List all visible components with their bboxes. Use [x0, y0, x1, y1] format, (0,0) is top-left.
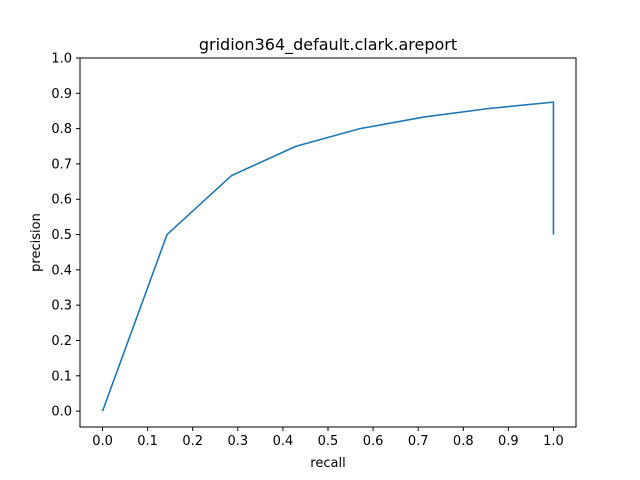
y-axis-label: precision: [29, 213, 44, 272]
x-tick-label: 0.3: [227, 434, 248, 449]
x-tick-label: 0.9: [498, 434, 519, 449]
x-tick-label: 0.1: [137, 434, 158, 449]
y-tick-label: 0.2: [51, 334, 72, 349]
x-tick-label: 0.8: [453, 434, 474, 449]
y-tick-label: 0.5: [51, 228, 72, 243]
x-tick-label: 0.2: [182, 434, 203, 449]
plot-frame: [79, 57, 577, 428]
y-tick-label: 0.1: [51, 369, 72, 384]
x-axis-ticks: 0.0 0.1 0.2 0.3 0.4 0.5 0.6 0.7 0.8 0.9 1.0: [92, 427, 564, 449]
y-tick-label: 0.8: [51, 122, 72, 137]
x-axis-label: recall: [310, 456, 345, 471]
y-tick-label: 0.0: [51, 405, 72, 420]
x-tick-label: 0.4: [273, 434, 294, 449]
x-tick-label: 1.0: [543, 434, 564, 449]
y-tick-label: 0.3: [51, 299, 72, 314]
y-tick-label: 0.7: [51, 157, 72, 172]
y-tick-label: 0.4: [51, 263, 72, 278]
precision-recall-line-0: [101, 101, 555, 412]
x-tick-label: 0.5: [318, 434, 339, 449]
series-layer: [101, 101, 555, 412]
x-tick-label: 0.7: [408, 434, 429, 449]
chart-title: gridion364_default.clark.areport: [199, 35, 457, 55]
y-tick-label: 0.6: [51, 193, 72, 208]
y-tick-label: 1.0: [51, 52, 72, 67]
x-tick-label: 0.6: [363, 434, 384, 449]
x-tick-label: 0.0: [92, 434, 113, 449]
y-axis-ticks: 0.0 0.1 0.2 0.3 0.4 0.5 0.6 0.7 0.8 0.9 1.0: [51, 52, 80, 420]
y-tick-label: 0.9: [51, 87, 72, 102]
